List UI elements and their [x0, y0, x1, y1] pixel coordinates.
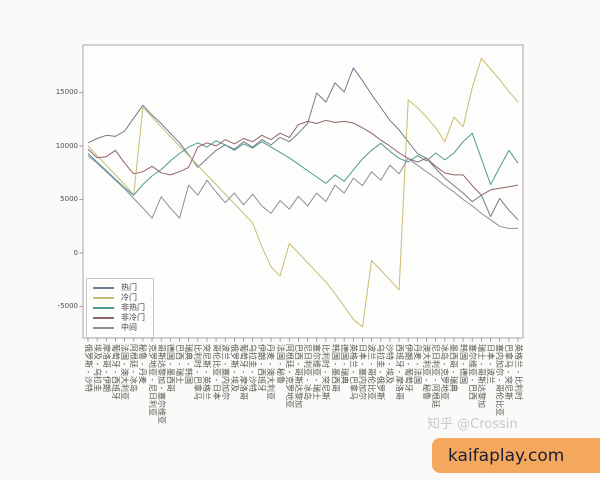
- x-tick-label: 俄罗斯 - 埃及: [229, 344, 239, 392]
- legend-item: 热门: [93, 283, 145, 293]
- legend-item: 冷门: [93, 293, 145, 303]
- x-tick-label: 法国 - 澳大利亚: [120, 344, 130, 400]
- legend-label: 冷门: [121, 293, 137, 302]
- x-tick-label: 巴西 - 哥斯达黎加: [293, 344, 303, 408]
- series-line-非热门: [87, 132, 519, 196]
- x-tick-label: 塞内加尔 - 哥伦比亚: [495, 344, 505, 416]
- x-tick-label: 乌拉圭 - 俄罗斯: [376, 344, 386, 400]
- x-tick-label: 丹麦 - 澳大利亚: [266, 344, 276, 400]
- series-line-热门: [87, 67, 519, 221]
- x-tick-label: 葡萄牙 - 摩洛哥: [239, 344, 249, 400]
- x-tick-label: 尼日利亚 - 阿根廷: [431, 344, 441, 408]
- x-tick-label: 韩国 - 墨西哥: [330, 344, 340, 392]
- series-line-非冷门: [87, 119, 519, 196]
- legend-item: 非热门: [93, 303, 145, 313]
- x-tick-label: 秘鲁 - 丹麦: [138, 344, 148, 384]
- legend-item: 非冷门: [93, 313, 145, 323]
- y-tick-label: 5000: [60, 195, 78, 203]
- x-tick-label: 巴西 - 瑞士: [174, 344, 184, 384]
- legend-line-swatch: [93, 317, 114, 319]
- y-tick-label: 10000: [55, 141, 78, 150]
- legend: 热门 冷门 非热门 非冷门 中间: [86, 278, 154, 338]
- legend-line-swatch: [93, 297, 114, 299]
- x-tick-label: 瑞士 - 哥斯达黎加: [476, 344, 486, 408]
- x-tick-label: 克罗地亚 - 尼日利亚: [147, 344, 157, 416]
- x-tick-label: 英格兰 - 巴拿马: [348, 344, 358, 400]
- x-tick-label: 丹麦 - 法国: [412, 344, 422, 384]
- y-tick-label: 15000: [55, 88, 78, 96]
- x-tick-label: 摩洛哥 - 伊朗: [101, 344, 111, 392]
- x-tick-label: 韩国 - 德国: [458, 344, 468, 384]
- legend-label: 中间: [121, 323, 137, 332]
- x-tick-label: 波兰 - 塞内加尔: [220, 344, 230, 400]
- site-banner: kaifaplay.com: [432, 438, 600, 473]
- x-tick-label: 塞尔维亚 - 巴西: [467, 344, 477, 400]
- x-tick-label: 突尼斯 - 英格兰: [202, 344, 212, 400]
- x-tick-label: 尼日利亚 - 冰岛: [303, 344, 313, 400]
- legend-label: 热门: [121, 283, 137, 292]
- legend-item: 中间: [93, 323, 145, 333]
- x-tick-label: 英格兰 - 比利时: [513, 344, 523, 400]
- x-tick-label: 阿根廷 - 克罗地亚: [284, 344, 294, 408]
- x-tick-label: 墨西哥 - 瑞典: [449, 344, 459, 392]
- site-banner-text: kaifaplay.com: [448, 445, 565, 466]
- legend-line-swatch: [93, 287, 114, 289]
- x-tick-label: 德国 - 墨西哥: [165, 344, 175, 392]
- x-tick-label: 日本 - 塞内加尔: [357, 344, 367, 400]
- x-tick-label: 塞尔维亚 - 瑞士: [312, 344, 322, 400]
- series-line-冷门: [87, 57, 519, 328]
- x-tick-label: 比利时 - 巴拿马: [193, 344, 203, 400]
- watermark: 知乎 @Crossin: [427, 417, 518, 432]
- x-tick-label: 瑞典 - 韩国: [184, 344, 194, 384]
- x-tick-label: 葡萄牙 - 西班牙: [110, 344, 120, 400]
- x-tick-label: 巴拿马 - 突尼斯: [504, 344, 514, 400]
- plot-area: [82, 44, 524, 339]
- x-tick-label: 波兰 - 哥伦比亚: [367, 344, 377, 400]
- y-tick-label: 0: [73, 248, 78, 257]
- x-tick-label: 乌拉圭 - 沙特: [248, 344, 258, 392]
- x-tick-label: 德国 - 瑞典: [339, 344, 349, 384]
- x-tick-label: 哥斯达黎加 - 塞尔维亚: [156, 344, 166, 424]
- legend-label: 非冷门: [121, 313, 145, 322]
- x-tick-label: 伊朗 - 葡萄牙: [403, 344, 413, 392]
- series-line-中间: [87, 155, 518, 229]
- x-tick-label: 西班牙 - 摩洛哥: [394, 344, 404, 400]
- x-tick-label: 冰岛 - 克罗地亚: [440, 344, 450, 400]
- legend-line-swatch: [93, 327, 114, 329]
- x-tick-label: 比利时 - 突尼斯: [321, 344, 331, 400]
- y-tick-label: -5000: [57, 302, 78, 310]
- x-tick-label: 埃及 - 乌拉圭: [92, 344, 102, 392]
- x-tick-label: 阿根廷 - 冰岛: [129, 344, 139, 392]
- x-tick-label: 澳大利亚 - 秘鲁: [422, 344, 431, 400]
- x-tick-label: 伊朗 - 西班牙: [257, 344, 267, 392]
- legend-label: 非热门: [121, 303, 145, 312]
- x-tick-label: 法国 - 秘鲁: [275, 344, 285, 384]
- x-tick-label: 哥伦比亚 - 日本: [211, 344, 221, 400]
- x-tick-label: 俄罗斯 - 沙特: [83, 344, 93, 392]
- x-tick-label: 日本 - 波兰: [486, 344, 496, 384]
- x-tick-label: 沙特 - 埃及: [385, 344, 395, 384]
- legend-line-swatch: [93, 307, 114, 309]
